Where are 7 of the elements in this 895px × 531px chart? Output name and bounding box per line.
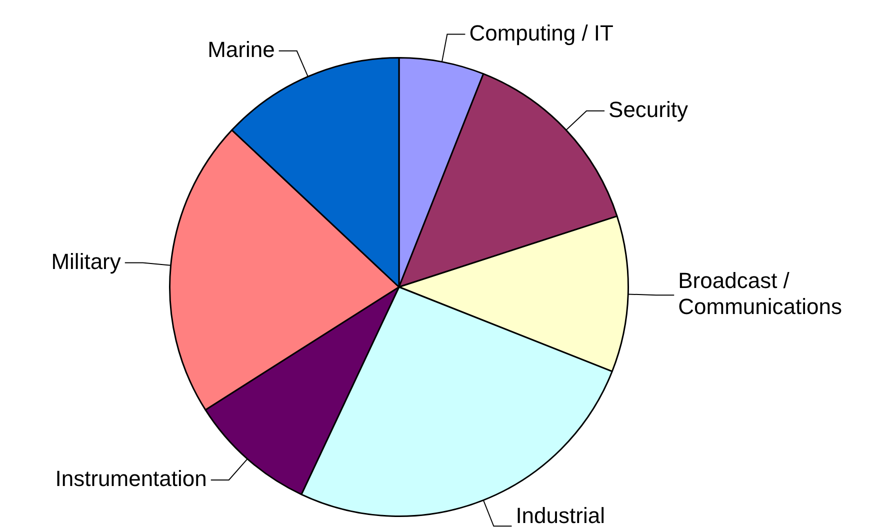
slice-label: Industrial: [516, 503, 605, 528]
slice-label: Security: [608, 96, 688, 122]
slice-label: Marine: [208, 36, 275, 62]
slice-label: Instrumentation: [55, 466, 207, 492]
slice-label: Broadcast / Communications: [678, 268, 842, 320]
slice-label: Military: [51, 248, 121, 274]
slice-label: Computing / IT: [469, 20, 614, 46]
